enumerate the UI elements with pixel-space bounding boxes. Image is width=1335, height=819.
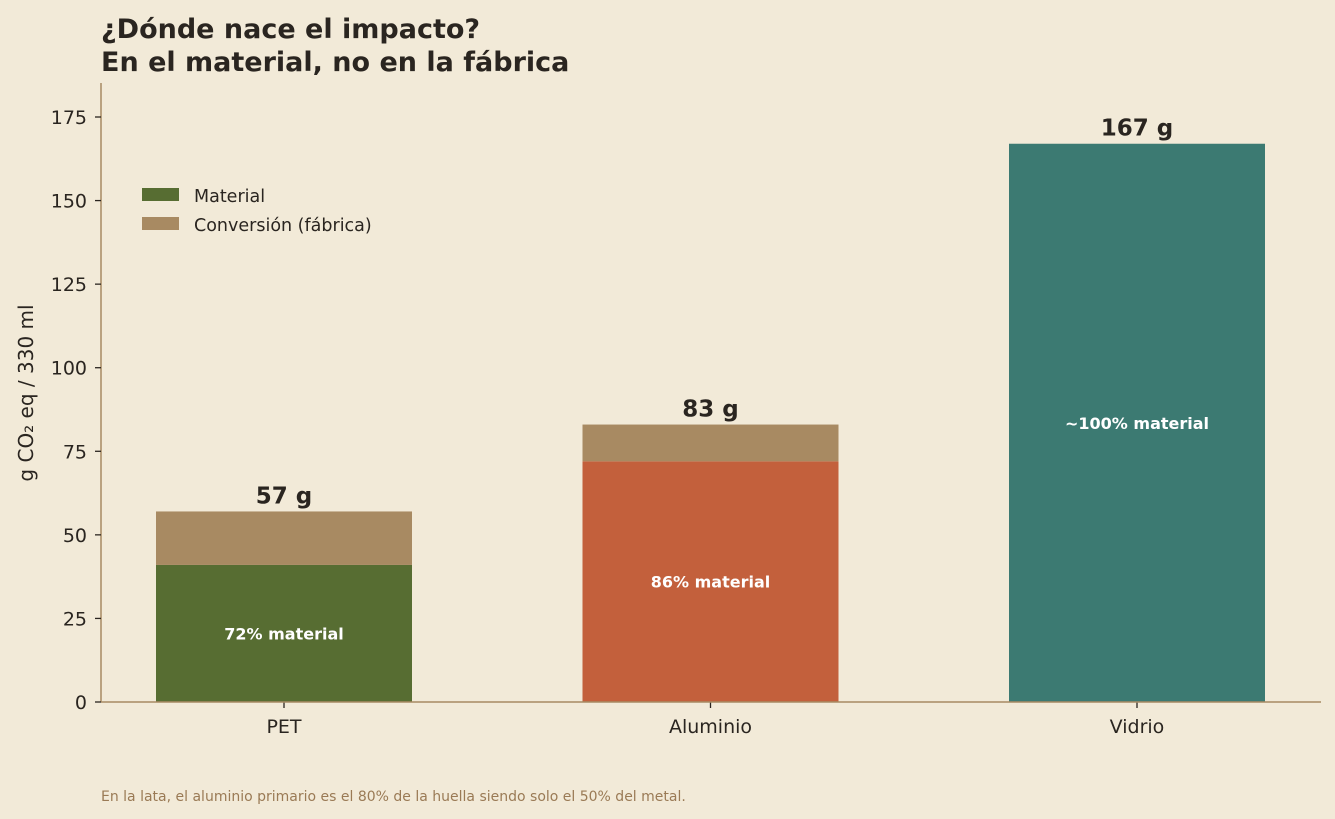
y-tick-label-125: 125 — [51, 274, 87, 296]
x-tick-label-pet: PET — [266, 716, 301, 738]
x-tick-label-aluminio: Aluminio — [669, 716, 752, 738]
bar-conversion-aluminio — [582, 424, 839, 462]
bar-material-pet — [156, 564, 412, 702]
y-tick-label-75: 75 — [63, 441, 87, 463]
y-tick-label-150: 150 — [51, 191, 87, 213]
legend: Material Conversión (fábrica) — [142, 187, 372, 236]
inner-label-aluminio: 86% material — [651, 573, 771, 592]
legend-swatch-material — [142, 188, 179, 201]
legend-swatch-conversion — [142, 217, 179, 230]
legend-label-conversion: Conversión (fábrica) — [194, 216, 372, 236]
y-tick-label-50: 50 — [63, 525, 87, 547]
total-label-vidrio: 167 g — [1101, 116, 1173, 142]
y-tick-label-100: 100 — [51, 358, 87, 380]
y-tick-label-25: 25 — [63, 608, 87, 630]
total-label-pet: 57 g — [256, 483, 312, 509]
bar-material-aluminio — [582, 461, 839, 702]
bar-material-vidrio — [1009, 143, 1265, 702]
chart-title-line-2: En el material, no en la fábrica — [101, 47, 569, 78]
footnote: En la lata, el aluminio primario es el 8… — [101, 789, 686, 805]
x-tick-label-vidrio: Vidrio — [1110, 716, 1165, 738]
inner-label-vidrio: ~100% material — [1065, 414, 1209, 433]
bar-conversion-pet — [156, 511, 412, 565]
total-label-aluminio: 83 g — [682, 397, 738, 423]
y-tick-label-175: 175 — [51, 107, 87, 129]
chart-title-line-1: ¿Dónde nace el impacto? — [101, 14, 480, 45]
inner-label-pet: 72% material — [224, 624, 344, 643]
legend-label-material: Material — [194, 187, 265, 207]
plot-area: 57 g 72% material PET 83 g 86% material Alumi… — [51, 83, 1321, 738]
y-axis-label: g CO₂ eq / 330 ml — [14, 304, 38, 481]
y-tick-label-0: 0 — [75, 692, 87, 714]
